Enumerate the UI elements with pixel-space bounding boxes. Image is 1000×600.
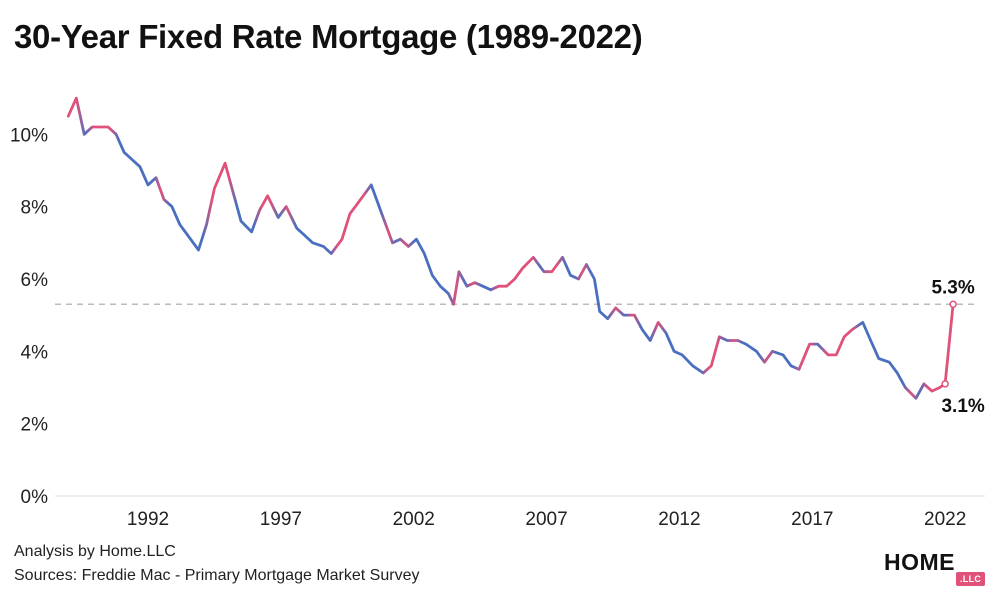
annotation-marker <box>949 300 957 309</box>
series-line <box>66 96 955 400</box>
y-tick-label: 6% <box>21 270 49 291</box>
x-tick-label: 2007 <box>525 509 567 530</box>
y-tick-label: 4% <box>21 342 49 363</box>
x-tick-label: 2022 <box>924 509 966 530</box>
annotation-label: 5.3% <box>931 277 974 298</box>
logo-badge: .LLC <box>956 572 986 586</box>
x-tick-label: 1997 <box>260 509 302 530</box>
x-tick-labels: 1992 1997 2002 2007 2012 2017 2022 <box>127 509 966 530</box>
y-tick-label: 10% <box>10 125 48 146</box>
annotations: 5.3% 3.1% <box>931 277 984 417</box>
annotation-marker <box>941 380 949 388</box>
x-tick-label: 2002 <box>393 509 435 530</box>
chart-title: 30-Year Fixed Rate Mortgage (1989-2022) <box>14 18 643 55</box>
x-tick-label: 1992 <box>127 509 169 530</box>
annotation-label: 3.1% <box>941 396 984 417</box>
y-tick-label: 2% <box>21 415 49 436</box>
y-tick-label: 8% <box>21 198 49 219</box>
analysis-credit: Analysis by Home.LLC <box>14 543 176 560</box>
x-tick-label: 2017 <box>791 509 833 530</box>
home-llc-logo: HOME .LLC <box>884 549 988 591</box>
y-tick-labels: 0% 2% 4% 6% 8% 10% <box>10 125 48 508</box>
x-tick-label: 2012 <box>658 509 700 530</box>
sources-credit: Sources: Freddie Mac - Primary Mortgage … <box>14 567 420 584</box>
logo-word: HOME <box>884 549 955 575</box>
y-tick-label: 0% <box>21 487 49 508</box>
